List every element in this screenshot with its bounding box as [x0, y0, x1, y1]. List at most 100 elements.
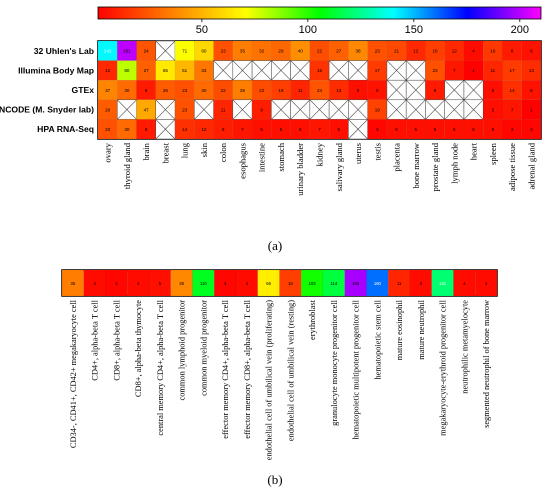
- heatmap-empty-cell: [348, 119, 368, 140]
- heatmap-column-label: common myeloid progenitor: [199, 300, 208, 396]
- heatmap-column-label: breast: [160, 142, 170, 163]
- heatmap-column-label: prostate gland: [430, 142, 440, 191]
- heatmap-cell-value: 29: [278, 49, 284, 54]
- heatmap-column-label: central memory CD4+, alpha-beta T cell: [156, 299, 165, 435]
- heatmap-cell-value: 33: [201, 68, 207, 73]
- heatmap-cell-value: 4: [93, 281, 96, 286]
- heatmap-cell-value: 17: [510, 68, 516, 73]
- heatmap-empty-cell: [386, 99, 407, 120]
- heatmap-cell-value: 11: [397, 281, 402, 286]
- heatmap-cell-value: 4: [463, 281, 466, 286]
- heatmap-empty-cell: [232, 60, 253, 81]
- heatmap-column-label: colon: [218, 142, 228, 162]
- heatmap-cell-value: 30: [201, 88, 207, 93]
- heatmap-cell-value: 1: [472, 68, 475, 73]
- heatmap-cell-value: 103: [309, 281, 317, 286]
- heatmap-row-label: HPA RNA-Seq: [37, 124, 94, 134]
- heatmap-empty-cell: [463, 79, 484, 101]
- heatmap-empty-cell: [444, 99, 465, 120]
- heatmap-cell: [521, 119, 542, 140]
- heatmap-column-label: CD8+, alpha-beta thymocyte: [134, 300, 143, 397]
- heatmap-empty-cell: [271, 99, 291, 120]
- heatmap-cell-value: 4: [485, 281, 488, 286]
- heatmap-column-label: CD34-, CD41+, CD42+ megakaryocyte cell: [69, 299, 78, 448]
- heatmap-cell-value: 5: [260, 127, 263, 132]
- heatmap-cell-value: 4: [472, 49, 475, 54]
- heatmap-cell-value: 38: [179, 281, 184, 286]
- heatmap-cell-value: 5: [492, 127, 495, 132]
- heatmap-cell-value: 121: [439, 281, 447, 286]
- heatmap-empty-cell: [386, 79, 407, 101]
- heatmap-cell-value: 37: [105, 88, 111, 93]
- colorbar: 50 100 150 200: [97, 6, 542, 36]
- heatmap-cell-value: 19: [375, 107, 381, 112]
- heatmap-cell-value: 5: [472, 127, 475, 132]
- panel-a-row-labels: 32 Uhlen's Lab Illumina Body Map GTEx ENCOD…: [0, 46, 94, 134]
- colorbar-tick-label: 100: [299, 24, 317, 36]
- heatmap-empty-cell: [309, 99, 330, 120]
- heatmap-cell-value: 8: [434, 88, 437, 93]
- heatmap-cell-value: 3: [224, 281, 227, 286]
- heatmap-cell-value: 5: [357, 88, 360, 93]
- heatmap-empty-cell: [290, 60, 311, 81]
- heatmap-empty-cell: [117, 99, 137, 120]
- heatmap-column-label: CD8+, alpha-beta T cell: [112, 299, 121, 380]
- heatmap-column-label: mature neutrophil: [417, 299, 426, 359]
- heatmap-cell: [174, 80, 195, 100]
- heatmap-cell-value: 114: [331, 281, 338, 286]
- heatmap-cell-value: 60: [201, 49, 207, 54]
- heatmap-row-label: ENCODE (M. Snyder lab): [0, 105, 94, 115]
- heatmap-cell-value: 22: [259, 88, 265, 93]
- heatmap-cell-value: 12: [413, 49, 419, 54]
- heatmap-column-label: placenta: [392, 143, 402, 172]
- heatmap-column-label: spleen: [488, 142, 498, 165]
- heatmap-cell-value: 160: [374, 281, 382, 286]
- heatmap-cell-value: 17: [375, 68, 381, 73]
- heatmap-empty-cell: [251, 60, 272, 81]
- heatmap-cell-value: 9: [222, 127, 225, 132]
- heatmap-cell-value: 5: [159, 281, 162, 286]
- heatmap-row-label: 32 Uhlen's Lab: [34, 46, 94, 56]
- heatmap-cell: [475, 269, 498, 297]
- heatmap-cell: [483, 80, 503, 100]
- colorbar-tick-label: 200: [511, 24, 529, 36]
- heatmap-cell-value: 18: [278, 88, 284, 93]
- heatmap-cell: [367, 119, 388, 140]
- heatmap-column-label: effector memory CD4+, alpha-beta T cell: [221, 299, 230, 438]
- heatmap-cell-value: 66: [266, 281, 271, 286]
- heatmap-cell-value: 5: [453, 127, 456, 132]
- heatmap-cell-value: 23: [375, 49, 381, 54]
- heatmap-column-label: adipose tissue: [507, 143, 517, 191]
- heatmap-cell-value: 11: [221, 107, 226, 112]
- heatmap-cell-value: 14: [182, 127, 188, 132]
- heatmap-cell-value: 110: [200, 281, 207, 286]
- heatmap-cell-value: 201: [123, 49, 131, 54]
- colorbar-tick-label: 150: [405, 24, 423, 36]
- heatmap-column-label: skin: [199, 142, 209, 157]
- heatmap-cell-value: 35: [240, 49, 246, 54]
- heatmap-cell-value: 4: [137, 281, 140, 286]
- heatmap-column-label: uterus: [353, 142, 363, 164]
- heatmap-cell-value: 8: [145, 88, 148, 93]
- heatmap-cell-value: 4: [420, 281, 423, 286]
- heatmap-column-label: megakaryocyte-erythroid progenitor cell: [439, 299, 448, 435]
- heatmap-cell-value: 22: [221, 88, 227, 93]
- heatmap-column-label: salivary gland: [334, 142, 344, 191]
- panel-a-column-labels: ovary thyroid gland brain breast lung skin col…: [103, 142, 537, 196]
- heatmap-cell-value: 5: [299, 127, 302, 132]
- heatmap-empty-cell: [405, 79, 426, 101]
- heatmap-cell-value: 22: [317, 49, 323, 54]
- panel-b-cells: 35 4 3 4 5 38 110 3 4 66 18 103 114 198 160 11 4 121 4 4: [61, 269, 498, 297]
- heatmap-empty-cell: [425, 99, 445, 120]
- heatmap-column-label: endothelial cell of umbilical vein (rest…: [286, 300, 295, 441]
- heatmap-cell: [232, 119, 253, 140]
- heatmap-empty-cell: [405, 60, 426, 81]
- heatmap-cell-value: 32: [259, 49, 265, 54]
- heatmap-cell-value: 12: [452, 49, 458, 54]
- heatmap-cell-value: 30: [124, 88, 130, 93]
- heatmap-column-label: lung: [180, 142, 190, 158]
- heatmap-cell-value: 5: [337, 127, 340, 132]
- heatmap-cell-value: 26: [163, 88, 169, 93]
- heatmap-cell-value: 141: [104, 49, 112, 54]
- heatmap-cell-value: 27: [144, 68, 150, 73]
